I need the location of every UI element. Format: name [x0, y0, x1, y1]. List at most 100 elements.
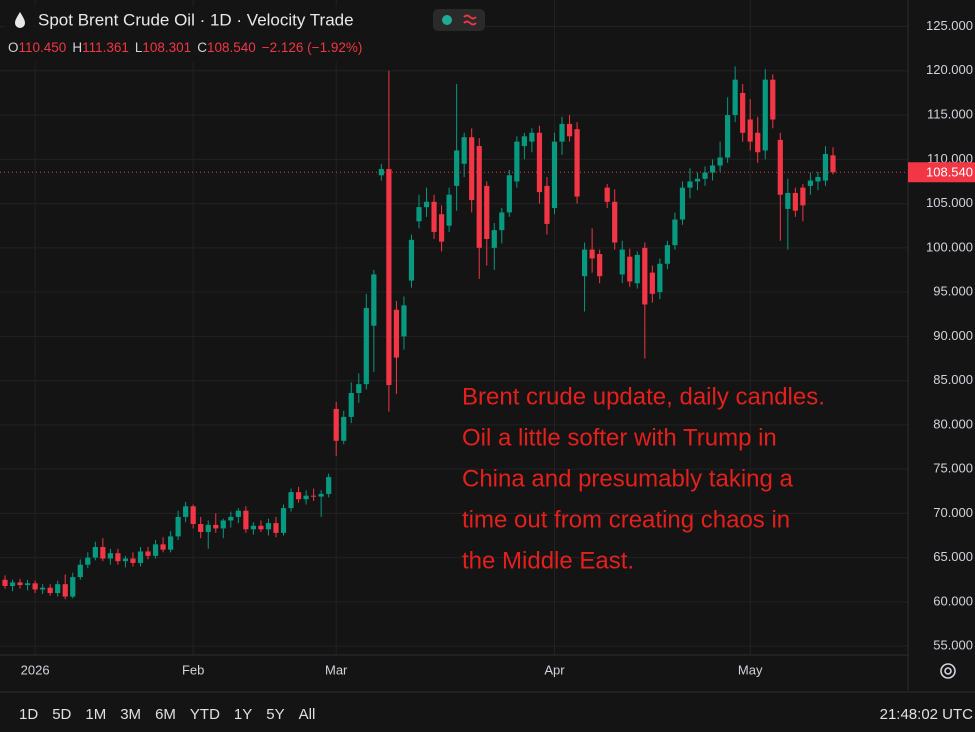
range-button[interactable]: 5Y — [266, 706, 284, 723]
candle-body — [815, 177, 821, 182]
candle-body — [431, 201, 437, 232]
candle-body — [521, 136, 527, 147]
ohlc-value: 110.450 — [19, 40, 67, 55]
candle-body — [55, 584, 61, 594]
candle-body — [830, 155, 836, 173]
candle-body — [822, 154, 829, 181]
candle-body — [205, 524, 211, 532]
candle-body — [17, 582, 23, 586]
candle-body — [717, 157, 723, 166]
candle-body — [777, 139, 783, 195]
candle-body — [235, 510, 241, 517]
y-tick-label: 125.000 — [926, 18, 973, 33]
x-tick-label: 2026 — [21, 662, 50, 677]
candle-body — [740, 92, 746, 133]
candle-body — [183, 506, 189, 517]
annotation-line: the Middle East. — [462, 547, 634, 574]
candle-body — [469, 137, 475, 201]
candle-body — [762, 79, 768, 151]
candle-body — [77, 564, 83, 578]
y-tick-label: 70.000 — [933, 505, 973, 520]
candle-body — [792, 192, 798, 211]
status-badge[interactable] — [433, 9, 485, 31]
candles — [2, 66, 836, 600]
candle-body — [514, 141, 520, 182]
y-tick-label: 110.000 — [927, 151, 973, 166]
candle-body — [115, 553, 121, 562]
candle-body — [175, 516, 181, 537]
x-tick-label: Mar — [325, 662, 348, 677]
candle-body — [363, 308, 369, 385]
candle-body — [657, 263, 663, 293]
candle-body — [220, 520, 226, 529]
candle-body — [137, 551, 144, 563]
candle-body — [378, 169, 384, 176]
candle-body — [582, 249, 588, 277]
candle-body — [672, 219, 678, 246]
candle-body — [642, 247, 648, 305]
candle-body — [168, 536, 174, 550]
grid — [0, 0, 908, 655]
candle-body — [785, 192, 791, 209]
candle-body — [243, 510, 249, 530]
candle-body — [559, 123, 565, 142]
y-tick-label: 115.000 — [927, 107, 973, 122]
candle-body — [612, 201, 618, 243]
y-tick-label: 90.000 — [933, 328, 973, 343]
range-toolbar: 1D 5D 1M 3M 6M YTD 1Y 5Y All — [19, 706, 315, 723]
candle-body — [732, 79, 738, 116]
ohlc-value: 111.361 — [82, 40, 129, 55]
ohlc-key: O — [8, 40, 19, 55]
candle-body — [145, 551, 151, 556]
annotation-line: time out from creating chaos in — [462, 506, 790, 533]
candle-body — [755, 132, 761, 153]
range-button[interactable]: 3M — [120, 706, 141, 723]
range-button[interactable]: 6M — [155, 706, 176, 723]
y-tick-label: 65.000 — [933, 549, 973, 564]
candle-body — [702, 172, 708, 179]
ohlc-legend: O110.450 H111.361 L108.301 C108.540 −2.126 (… — [8, 40, 362, 55]
candle-body — [408, 239, 415, 281]
candle-body — [100, 547, 106, 559]
candle-body — [649, 272, 655, 294]
clock: 21:48:02 UTC — [880, 706, 974, 723]
candle-body — [341, 416, 347, 441]
y-tick-label: 80.000 — [933, 416, 973, 431]
candle-body — [423, 201, 430, 208]
range-button[interactable]: 5D — [52, 706, 71, 723]
candle-body — [687, 181, 693, 188]
range-button[interactable]: 1D — [19, 706, 38, 723]
candle-body — [130, 558, 136, 563]
x-tick-label: May — [738, 662, 763, 677]
annotation-line: China and presumably taking a — [462, 465, 794, 492]
last-price-label: 108.540 — [926, 165, 973, 180]
candle-body — [386, 169, 392, 386]
candle-body — [709, 165, 716, 173]
y-tick-label: 60.000 — [933, 593, 973, 608]
candle-body — [333, 408, 339, 441]
candle-body — [318, 493, 324, 497]
range-button[interactable]: 1M — [85, 706, 106, 723]
candle-body — [536, 132, 543, 193]
candle-body — [627, 256, 633, 282]
candle-body — [393, 309, 400, 358]
header-backdrop — [4, 6, 484, 62]
candle-body — [454, 150, 460, 186]
ohlc-value: 108.301 — [142, 40, 191, 55]
range-button[interactable]: 1Y — [234, 706, 252, 723]
candle-body — [476, 146, 482, 248]
candle-body — [32, 583, 38, 590]
candle-body — [303, 495, 309, 500]
candle-body — [24, 583, 31, 586]
candle-body — [228, 516, 234, 521]
candle-body — [9, 582, 16, 586]
range-button[interactable]: All — [299, 706, 316, 723]
candle-body — [807, 180, 814, 186]
range-button[interactable]: YTD — [190, 706, 220, 723]
candle-body — [770, 79, 776, 120]
settings-icon[interactable] — [940, 663, 956, 679]
candle-body — [250, 525, 256, 530]
candle-body — [499, 212, 505, 231]
candle-body — [356, 384, 362, 393]
